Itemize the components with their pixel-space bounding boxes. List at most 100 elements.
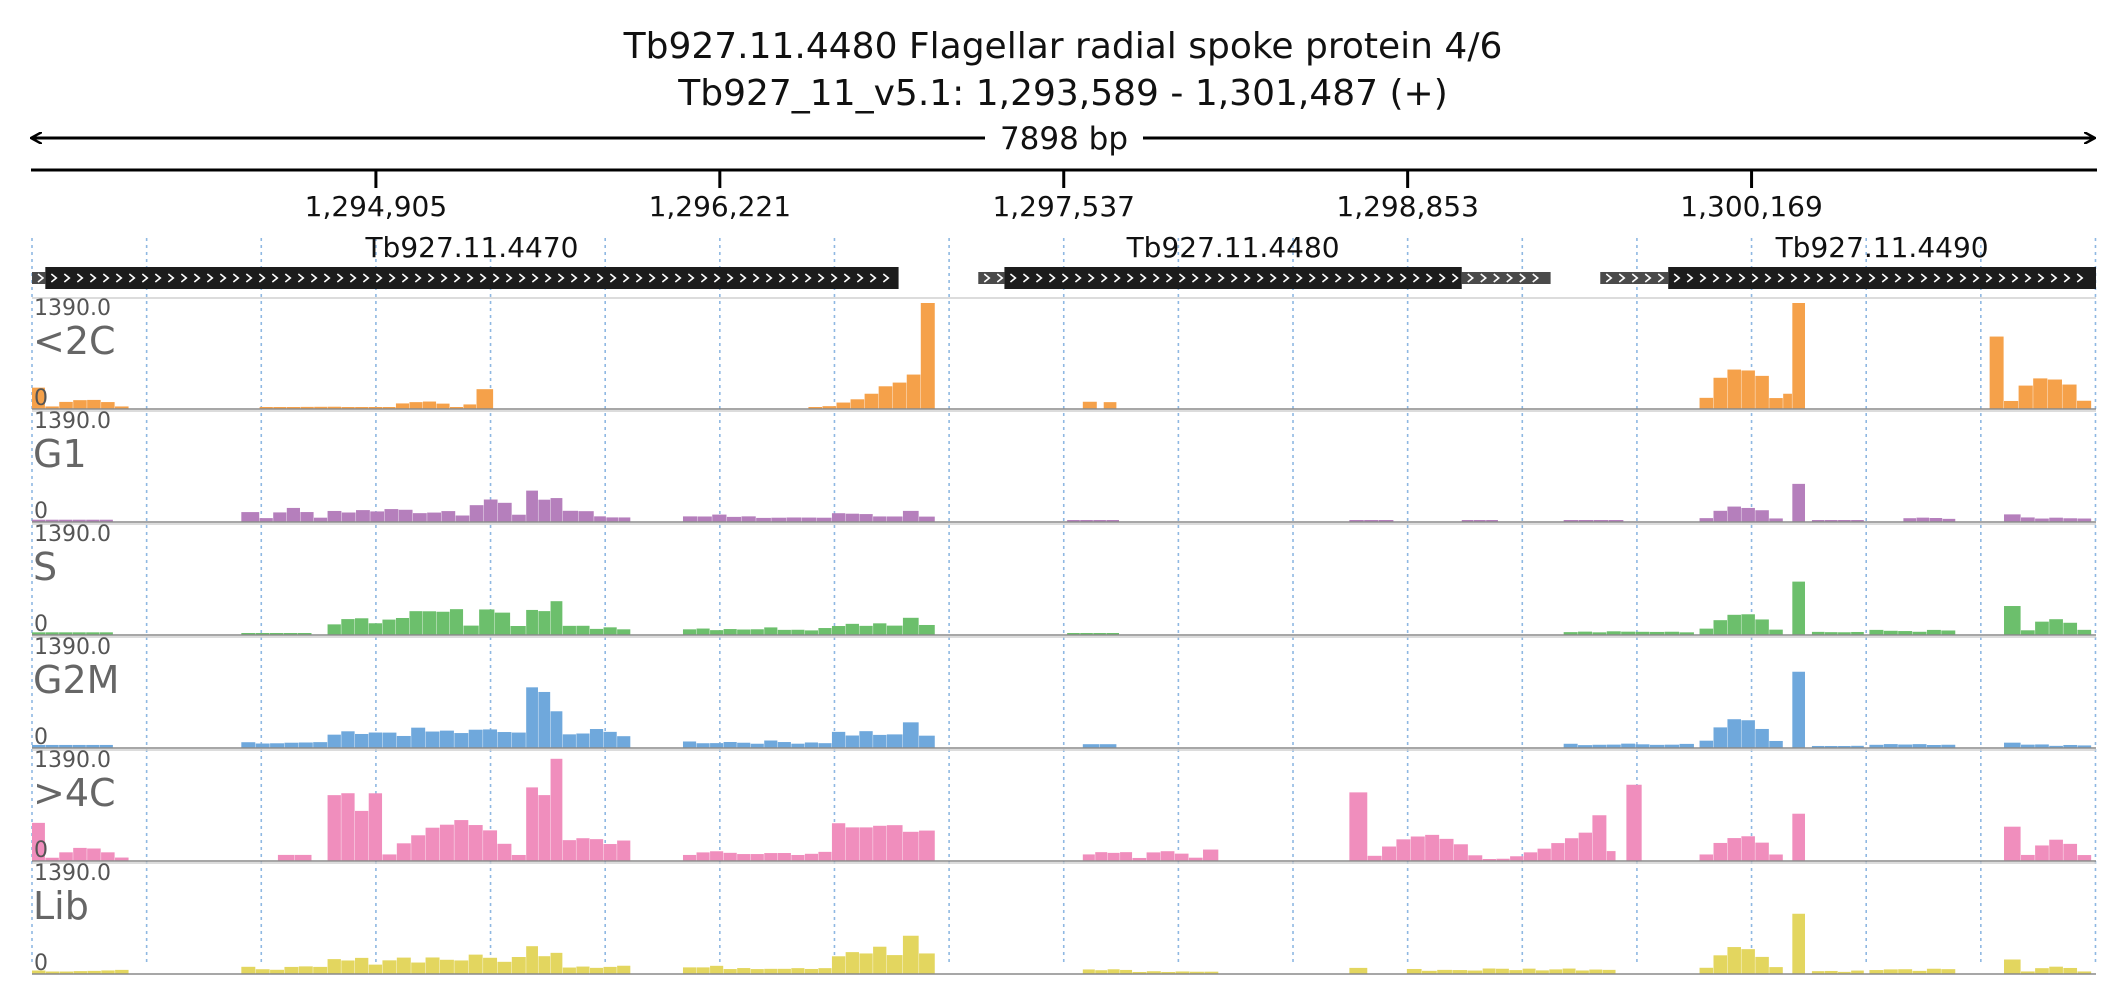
coverage-bar (2033, 378, 2048, 409)
coverage-bar (818, 851, 832, 861)
coverage-bar (1189, 971, 1204, 974)
strand-arrow (739, 273, 747, 283)
coverage-bar (1851, 970, 1864, 974)
coverage-bar (550, 601, 563, 635)
coverage-track: 1390.0 0 <2C (32, 296, 2096, 411)
strand-arrow (1480, 273, 1488, 283)
coverage-bar (313, 966, 328, 974)
strand-arrow (1022, 273, 1030, 283)
strand-arrow (622, 273, 630, 283)
coverage-bar (382, 960, 397, 974)
coverage-bar (1916, 517, 1930, 522)
coverage-bar (1562, 968, 1576, 974)
strand-arrow (752, 273, 760, 283)
coverage-bar (32, 387, 45, 409)
coverage-bar (1769, 967, 1783, 974)
coverage-bar (723, 852, 737, 861)
strand-arrow (765, 273, 773, 283)
region-subtitle: Tb927_11_v5.1: 1,293,589 - 1,301,487 (+) (677, 73, 1448, 114)
coverage-bar (1578, 631, 1593, 635)
coverage-bar (1792, 581, 1805, 635)
coverage-bar (1563, 743, 1578, 748)
coverage-bar (1606, 744, 1621, 748)
coverage-bar (1649, 744, 1665, 748)
strand-arrow (219, 273, 227, 283)
coverage-bar (1564, 838, 1579, 861)
coverage-bar (497, 961, 512, 974)
coverage-bar (859, 953, 873, 974)
coverage-bar (45, 406, 59, 409)
strand-arrow (1139, 273, 1147, 283)
coverage-bar (2035, 621, 2049, 635)
coverage-bar (737, 968, 751, 974)
coverage-bar (576, 733, 590, 748)
strand-arrow (596, 273, 604, 283)
strand-arrow (648, 273, 656, 283)
track-name-label: >4C (33, 771, 116, 815)
coverage-bar (1769, 518, 1783, 522)
track-name-label: G2M (33, 658, 119, 702)
coverage-bar (476, 389, 494, 409)
coverage-bar (1349, 520, 1364, 522)
coverage-bar (696, 967, 710, 974)
coverage-bar (741, 516, 756, 522)
coverage-bar (538, 499, 551, 522)
coverage-bar (73, 400, 87, 409)
coverage-bar (603, 627, 617, 635)
coverage-bar (526, 787, 538, 861)
coverage-bar (850, 399, 865, 409)
coverage-bar (1589, 969, 1603, 974)
coverage-bar (526, 609, 538, 635)
coverage-bar (483, 957, 498, 974)
coverage-bar (696, 743, 710, 748)
coverage-bar (1769, 398, 1783, 409)
strand-arrow (1699, 273, 1707, 283)
coverage-bar (791, 629, 805, 635)
coverage-bar (2004, 959, 2021, 974)
strand-arrow (245, 273, 253, 283)
strand-arrow (1605, 273, 1613, 283)
strand-arrow (1816, 273, 1824, 283)
coverage-bar (1482, 968, 1496, 974)
strand-arrow (635, 273, 643, 283)
coverage-bar (255, 633, 270, 635)
strand-arrow (518, 273, 526, 283)
coverage-bar (1727, 506, 1741, 522)
strand-arrow (1295, 273, 1303, 283)
coverage-bar (2035, 968, 2049, 974)
coverage-bar (255, 969, 270, 974)
coverage-bar (764, 853, 778, 861)
track-bars (32, 303, 2092, 409)
coverage-bar (919, 953, 935, 974)
strand-arrow (1725, 273, 1733, 283)
coverage-bar (99, 519, 113, 522)
coverage-bar (1495, 968, 1509, 974)
coverage-bar (468, 954, 483, 974)
coverage-bar (2062, 384, 2077, 409)
coverage-bar (902, 831, 919, 861)
coverage-bar (1382, 846, 1397, 861)
coverage-bar (2035, 845, 2049, 861)
strand-arrow (1868, 273, 1876, 283)
track-name-label: S (33, 545, 57, 589)
coverage-bar (1593, 520, 1609, 522)
coverage-bar (1869, 629, 1884, 635)
coverage-bar (1107, 969, 1120, 974)
strand-arrow (843, 273, 851, 283)
strand-arrow (687, 273, 695, 283)
coverage-bar (1608, 520, 1624, 522)
coverage-bar (2020, 744, 2035, 748)
coverage-bar (370, 511, 385, 522)
coverage-bar (550, 498, 563, 522)
coverage-bar (1635, 631, 1650, 635)
coverage-bar (562, 840, 576, 861)
coverage-bar (1535, 970, 1549, 974)
coverage-bar (723, 629, 737, 635)
coverage-bar (1482, 859, 1496, 861)
strand-arrow (310, 273, 318, 283)
coverage-bar (1699, 397, 1714, 409)
coverage-bar (1755, 842, 1769, 861)
strand-arrow (1998, 273, 2006, 283)
coverage-bar (1549, 969, 1563, 974)
coverage-bar (892, 382, 907, 409)
